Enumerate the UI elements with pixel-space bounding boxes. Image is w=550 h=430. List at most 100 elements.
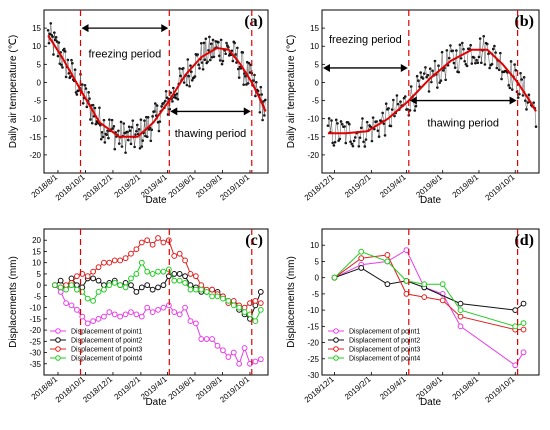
daily-temperature-link [487,43,489,54]
displacement-marker-point2 [520,300,527,307]
displacement-marker-point4 [358,248,365,255]
daily-temperature-link [478,38,481,57]
displacement-marker-point4 [133,271,140,277]
displacement-marker-point4 [160,268,167,275]
y-tick-label: 5 [315,257,320,266]
displacement-marker-point1 [403,247,410,253]
y-tick-label: -20 [29,326,41,335]
displacement-marker-point1 [220,347,226,354]
displacement-marker-point1 [68,302,75,309]
y-axis-label: Daily air temperature (℃) [8,35,19,148]
displacement-marker-point4 [51,282,58,289]
legend-entry: Displacement of point1 [349,329,420,336]
daily-temperature-link [519,73,521,95]
panel-tag: (b) [514,13,534,30]
daily-temperature-link [444,68,446,80]
daily-temperature-link [429,68,432,83]
daily-temperature-point [164,89,168,93]
y-tick-label: 5 [37,60,42,69]
displacement-marker-point4 [214,293,221,300]
displacement-marker-point3 [520,326,527,333]
daily-temperature-link [435,74,438,88]
daily-temperature-link [261,94,263,120]
x-tick-label: 2019/2/1 [343,374,373,401]
y-tick-label: -20 [307,151,319,160]
displacement-marker-point4 [74,286,80,293]
period-label: thawing period [175,128,247,140]
displacement-marker-point3 [95,264,102,271]
y-tick-label: 10 [32,259,41,268]
daily-temperature-link [491,48,494,65]
y-tick-label: 0 [315,78,320,87]
x-tick-label: 2019/10/1 [218,172,251,202]
displacement-marker-point1 [257,356,264,363]
panel-tag: (d) [514,232,534,249]
daily-temperature-point [172,86,175,90]
daily-temperature-link [158,121,161,131]
daily-temperature-link [521,79,524,96]
daily-temperature-link [511,76,514,90]
displacement-marker-point1 [236,360,243,367]
displacement-marker-point4 [520,320,527,326]
daily-temperature-link [371,117,374,142]
legend-swatch-marker [333,355,339,361]
daily-temperature-point [66,58,70,62]
daily-temperature-point [81,83,84,86]
daily-temperature-link [50,23,52,36]
daily-temperature-link [328,118,331,133]
daily-temperature-link [330,120,332,133]
daily-temperature-point [382,122,386,126]
x-tick-label: 2019/10/1 [218,374,251,404]
daily-temperature-link [89,98,91,120]
daily-temperature-point [334,118,338,122]
period-arrow-head-right [161,24,169,33]
displacement-marker-point4 [95,288,102,295]
displacement-marker-point1 [520,349,527,356]
daily-temperature-point [431,69,434,73]
daily-temperature-link [65,66,68,77]
displacement-marker-point3 [128,250,134,257]
y-axis-label: Displacements (mm) [8,256,19,348]
daily-temperature-link [425,67,427,78]
plot-frame [43,228,269,376]
displacement-marker-point3 [74,273,80,280]
displacement-marker-point4 [220,295,226,302]
daily-temperature-link [243,73,245,85]
x-tick-label: 2018/12/1 [303,172,336,202]
displacement-marker-point1 [203,336,210,342]
y-tick-label: 0 [315,274,320,283]
y-tick-label: 15 [32,24,41,33]
displacement-marker-point3 [252,297,259,304]
period-arrow-head-right [509,96,517,105]
daily-temperature-link [470,45,473,64]
daily-temperature-link [103,120,106,143]
daily-temperature-point [88,97,91,100]
displacement-marker-point4 [230,302,237,309]
displacement-marker-point4 [457,307,464,314]
displacement-marker-point4 [421,281,428,288]
displacement-marker-point3 [439,297,446,304]
daily-temperature-link [391,99,394,110]
displacement-marker-point4 [209,293,216,300]
daily-temperature-link [419,72,421,87]
y-tick-label: -30 [307,371,319,380]
x-tick-label: 2019/8/1 [451,374,481,401]
daily-temperature-link [132,120,134,138]
daily-temperature-point [64,75,68,79]
daily-temperature-link [334,119,337,143]
displacement-marker-point4 [225,297,232,304]
displacement-marker-point1 [241,345,248,351]
daily-temperature-link [247,62,249,84]
displacement-marker-point1 [128,309,134,316]
plot-frame [321,228,540,376]
daily-temperature-link [203,42,206,60]
displacement-marker-point1 [192,320,199,327]
daily-temperature-point [189,64,192,67]
displacement-marker-point4 [63,286,69,293]
daily-temperature-point [424,66,427,69]
period-arrow-head-left [409,96,417,105]
displacement-marker-point3 [144,237,151,244]
displacement-marker-point4 [403,278,410,284]
daily-temperature-link [381,112,383,121]
displacement-line-point2 [334,267,524,311]
